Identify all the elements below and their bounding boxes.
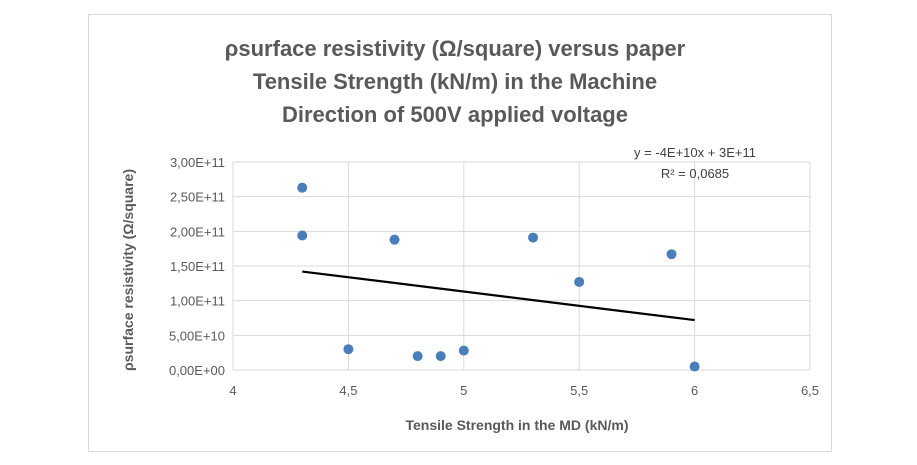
data-point xyxy=(412,351,423,362)
y-axis-label: ρsurface resistivity (Ω/square) xyxy=(120,169,136,371)
data-point xyxy=(297,182,308,193)
x-axis-label: Tensile Strength in the MD (kN/m) xyxy=(406,417,629,433)
y-tick-label: 2,00E+11 xyxy=(170,224,225,239)
data-point xyxy=(297,230,308,241)
x-tick-label: 6 xyxy=(691,383,698,398)
chart-title-line: Tensile Strength (kN/m) in the Machine xyxy=(253,69,657,94)
trendline-r-squared: R² = 0,0685 xyxy=(661,166,729,181)
chart-title-line: Direction of 500V applied voltage xyxy=(282,102,628,127)
data-point xyxy=(528,232,539,243)
data-point xyxy=(435,351,446,362)
data-point xyxy=(343,344,354,355)
x-tick-label: 5,5 xyxy=(570,383,588,398)
trendline xyxy=(302,270,695,322)
x-tick-label: 6,5 xyxy=(801,383,819,398)
data-point xyxy=(689,361,700,372)
x-tick-label: 4 xyxy=(229,383,236,398)
y-tick-label: 3,00E+11 xyxy=(170,155,225,170)
data-point xyxy=(666,249,677,260)
y-tick-label: 1,00E+11 xyxy=(170,294,225,309)
y-tick-label: 0,00E+00 xyxy=(169,363,225,378)
x-tick-label: 4,5 xyxy=(339,383,357,398)
y-tick-label: 1,50E+11 xyxy=(170,259,225,274)
x-tick-label: 5 xyxy=(460,383,467,398)
data-point xyxy=(574,276,585,287)
trendline-equation: y = -4E+10x + 3E+11 xyxy=(634,145,756,160)
data-point xyxy=(389,234,400,245)
data-point xyxy=(458,345,469,356)
y-tick-label: 5,00E+10 xyxy=(169,328,225,343)
chart-area xyxy=(88,14,832,452)
chart-title-line: ρsurface resistivity (Ω/square) versus p… xyxy=(225,36,686,61)
y-tick-label: 2,50E+11 xyxy=(170,190,225,205)
